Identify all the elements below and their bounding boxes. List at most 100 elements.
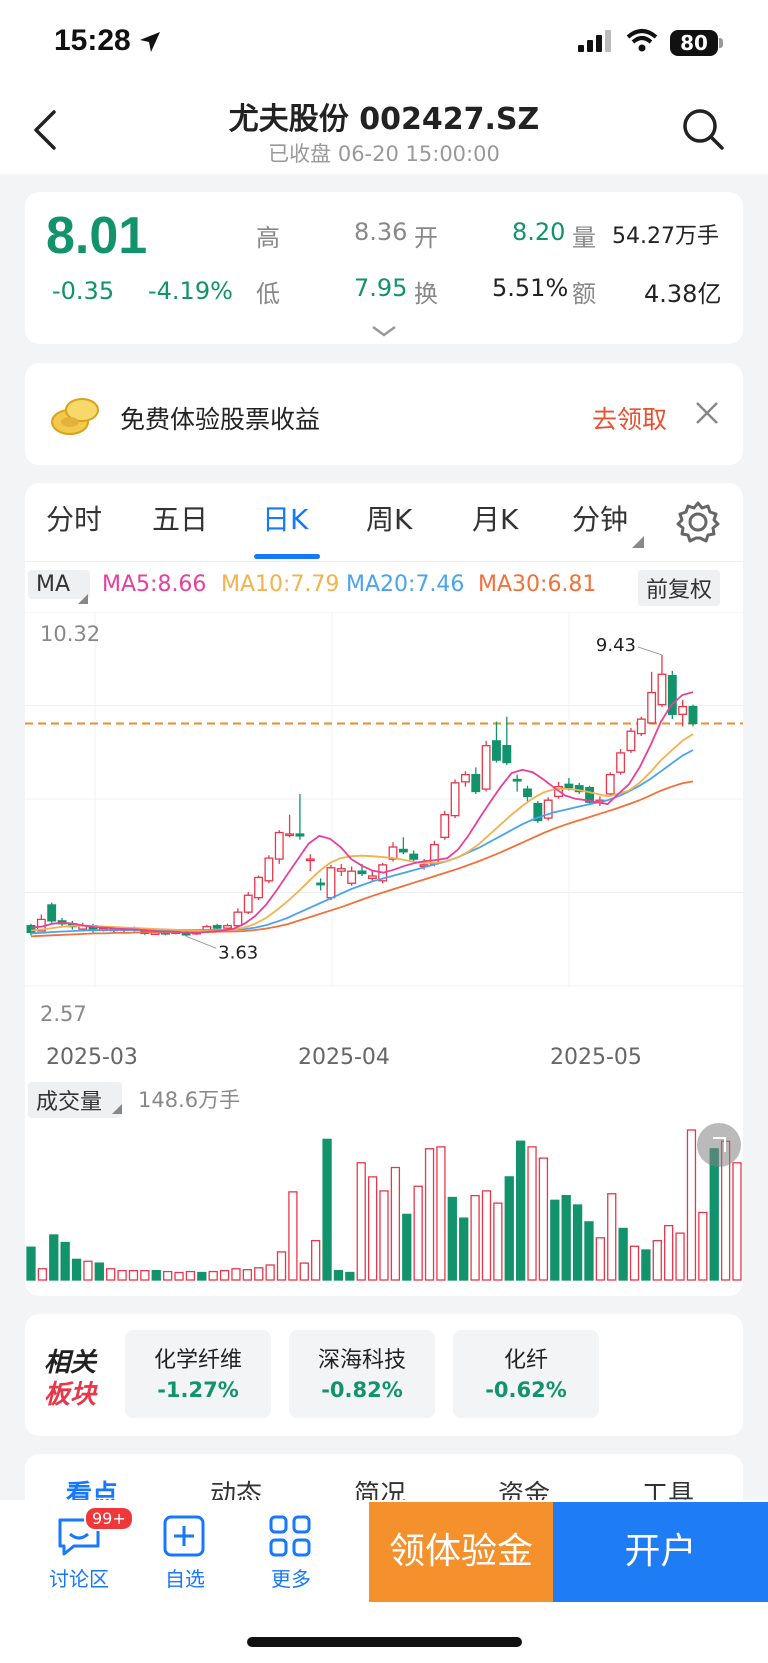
candle-body	[543, 799, 553, 819]
volume-bar	[504, 1176, 514, 1281]
battery-level: 80	[670, 30, 718, 56]
candle-body	[440, 814, 450, 839]
volume-bar	[709, 1148, 719, 1281]
volume-bar	[629, 1245, 640, 1281]
volume-bar	[595, 1237, 606, 1281]
ma5-value: MA5:8.66	[102, 572, 207, 597]
tab-minute[interactable]: 分钟	[572, 503, 629, 536]
ma-selector[interactable]: MA	[28, 570, 91, 599]
candle-body	[492, 740, 501, 761]
candle-body	[388, 846, 398, 860]
kline-card	[25, 483, 743, 1296]
volume-bar	[356, 1162, 366, 1281]
candle-body	[285, 833, 295, 837]
volume-value: 54.27万手	[612, 224, 719, 249]
market-status: 已收盘 06-20 15:00:00	[268, 142, 500, 166]
volume-bar	[37, 1268, 48, 1281]
candle-body	[398, 848, 408, 853]
add-watchlist-icon[interactable]	[162, 1514, 206, 1558]
volume-bar	[652, 1239, 662, 1281]
sector-chip[interactable]: 深海科技 -0.82%	[289, 1330, 435, 1418]
candle-body	[357, 870, 367, 875]
volume-bar	[470, 1194, 480, 1281]
volume-bar	[402, 1213, 412, 1281]
candle-body	[326, 867, 336, 899]
volume-bar	[94, 1262, 104, 1281]
volume-bar	[162, 1270, 173, 1281]
status-time: 15:28	[54, 24, 131, 57]
candlestick-chart[interactable]: 9.43 3.63	[25, 612, 743, 1082]
volume-bar	[390, 1166, 401, 1281]
sector-chip[interactable]: 化纤 -0.62%	[453, 1330, 599, 1418]
home-indicator	[247, 1637, 522, 1647]
claim-trial-fund-button[interactable]: 领体验金	[369, 1502, 553, 1602]
candle-body	[616, 752, 626, 773]
volume-max-label: 148.6万手	[138, 1088, 241, 1112]
tab-intraday[interactable]: 分时	[46, 503, 103, 536]
volume-selector[interactable]: 成交量	[28, 1082, 123, 1118]
volume-bar	[128, 1269, 139, 1281]
volume-bar	[219, 1269, 230, 1281]
candle-body	[502, 745, 512, 764]
active-tab-indicator	[254, 554, 320, 559]
high-marker-label: 9.43	[596, 635, 636, 656]
volume-bar	[493, 1202, 503, 1281]
volume-bar	[732, 1162, 742, 1281]
ma20-line	[30, 749, 694, 935]
more-label[interactable]: 更多	[271, 1567, 311, 1591]
low-value: 7.95	[354, 274, 408, 302]
back-arrow-icon[interactable]	[30, 108, 60, 152]
settings-gear-icon[interactable]	[676, 500, 720, 544]
sector-chip[interactable]: 化学纤维 -1.27%	[125, 1330, 271, 1418]
volume-bar	[527, 1146, 537, 1281]
discuss-label[interactable]: 讨论区	[49, 1567, 109, 1591]
fullscreen-toggle-icon[interactable]	[696, 1122, 742, 1168]
tab-weekly-k[interactable]: 周K	[366, 503, 413, 536]
adjust-button[interactable]: 前复权	[638, 570, 721, 606]
dropdown-corner-icon	[632, 536, 644, 548]
turnover-value: 5.51%	[492, 274, 569, 302]
current-price: 8.01	[46, 207, 148, 265]
tab-monthly-k[interactable]: 月K	[472, 503, 519, 536]
watchlist-label[interactable]: 自选	[165, 1567, 205, 1591]
ma5-line	[30, 691, 694, 934]
open-account-button[interactable]: 开户	[553, 1502, 768, 1602]
volume-bar	[675, 1232, 685, 1281]
candle-body	[212, 925, 222, 929]
more-grid-icon[interactable]	[268, 1514, 312, 1558]
ma20-value: MA20:7.46	[346, 572, 465, 597]
close-icon[interactable]	[694, 400, 720, 426]
price-change-pct: -4.19%	[148, 277, 233, 305]
sector-name: 化学纤维	[153, 1348, 242, 1373]
volume-bar	[71, 1258, 82, 1281]
candle-body	[305, 858, 315, 862]
volume-bar	[481, 1190, 492, 1281]
volume-bar	[151, 1269, 161, 1281]
volume-bar	[26, 1246, 36, 1281]
volume-bar	[447, 1196, 457, 1281]
volume-bar	[288, 1191, 298, 1281]
sectors-title-line2: 板块	[44, 1380, 97, 1410]
volume-bar	[572, 1204, 583, 1281]
candle-body	[460, 773, 470, 783]
promo-claim-link[interactable]: 去领取	[592, 405, 668, 434]
candle-body	[605, 773, 615, 795]
expand-chevron-icon[interactable]	[370, 324, 398, 338]
volume-chart[interactable]	[25, 1120, 743, 1282]
volume-bar	[83, 1260, 93, 1281]
volume-bar	[117, 1269, 127, 1281]
volume-bar	[299, 1262, 309, 1281]
candle-body	[564, 783, 574, 789]
tab-five-day[interactable]: 五日	[152, 503, 209, 536]
volume-label: 量	[572, 224, 596, 252]
volume-bar	[436, 1146, 446, 1281]
location-arrow-icon	[140, 32, 160, 52]
volume-bar	[618, 1227, 628, 1281]
tab-daily-k[interactable]: 日K	[262, 503, 309, 536]
search-icon[interactable]	[680, 106, 726, 152]
volume-bar	[607, 1193, 617, 1281]
promo-banner[interactable]	[25, 363, 743, 465]
candle-body	[316, 882, 326, 886]
candle-body	[481, 745, 491, 790]
sector-name: 化纤	[503, 1348, 548, 1373]
